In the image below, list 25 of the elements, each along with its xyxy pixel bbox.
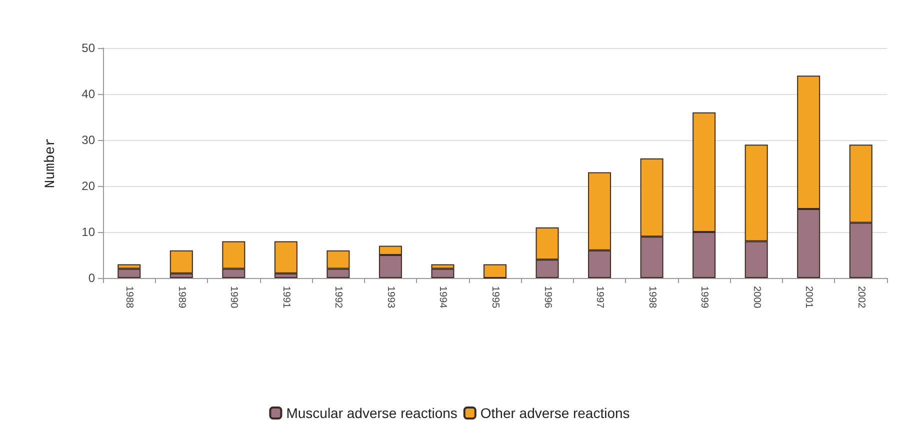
x-tick-label: 2002 [855,286,866,309]
legend-label: Muscular adverse reactions [286,405,458,421]
x-tick-label: 1989 [176,286,187,309]
x-tick-label: 1995 [490,286,500,309]
y-tick-label: 0 [88,271,96,285]
x-tick-label: 1999 [698,286,710,309]
bar [484,264,506,278]
y-tick-label: 40 [82,87,96,101]
x-tick-label: 1991 [280,286,292,309]
x-tick-label: 1994 [437,286,448,309]
x-tick-label: 1993 [384,286,396,309]
y-tick-label: 30 [82,133,96,147]
x-tick-label: 2001 [803,286,814,309]
x-tick-label: 1997 [594,286,606,309]
x-tick-label: 1988 [124,286,135,309]
x-tick-label: 1990 [228,286,240,309]
y-tick-label: 20 [82,179,96,193]
y-tick-label: 50 [82,41,96,55]
x-tick-label: 2000 [750,286,762,309]
x-tick-label: 1996 [542,286,553,309]
x-tick-label: 1992 [332,286,344,309]
legend-label: Other adverse reactions [480,405,630,421]
y-tick-label: 10 [82,225,96,239]
y-axis-title: Number [43,138,59,188]
x-tick-label: 1998 [646,286,658,309]
